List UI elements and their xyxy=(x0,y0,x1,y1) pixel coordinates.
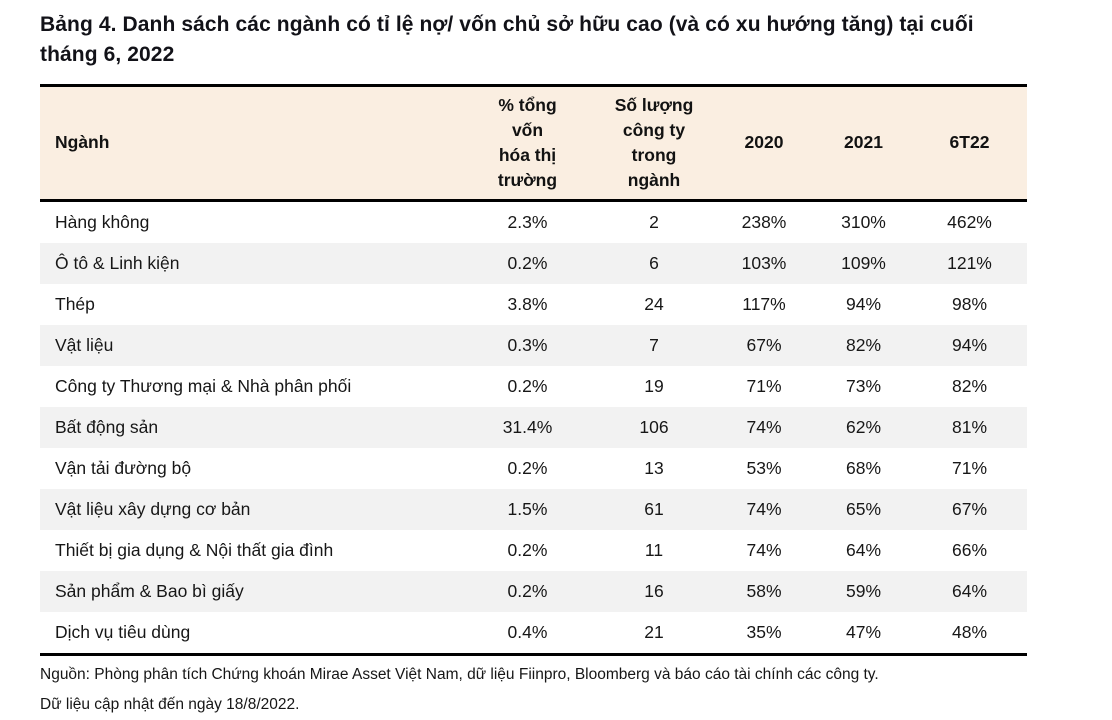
value-cell: 310% xyxy=(841,211,886,232)
value-cell: 66% xyxy=(951,539,988,560)
value-cell: 11 xyxy=(644,539,664,560)
value-cell: 16 xyxy=(644,580,664,601)
industry-name-cell: Vật liệu xyxy=(55,334,114,355)
debt-equity-table: Ngành % tổng vốn hóa thị trường Số lượng… xyxy=(40,83,1027,656)
table-row: Công ty Thương mại & Nhà phân phối 0.2% 19… xyxy=(40,366,1027,407)
value-cell: 71% xyxy=(951,457,988,478)
value-cell: 82% xyxy=(845,334,882,355)
value-cell: 59% xyxy=(845,580,882,601)
table-row: Hàng không 2.3% 2 238% 310% 462% xyxy=(40,200,1027,243)
value-cell: 0.2% xyxy=(507,252,548,273)
value-cell: 61 xyxy=(644,498,664,519)
source-note: Nguồn: Phòng phân tích Chứng khoán Mirae… xyxy=(40,665,879,683)
industry-name-cell: Bất động sản xyxy=(55,416,159,437)
table-row: Vật liệu 0.3% 7 67% 82% 94% xyxy=(40,324,1027,366)
value-cell: 53% xyxy=(746,457,782,478)
value-cell: 62% xyxy=(845,416,882,437)
table-row: Bất động sản 31.4% 106 74% 62% 81% xyxy=(40,406,1027,448)
industry-name-cell: Ô tô & Linh kiện xyxy=(55,252,180,273)
value-cell: 7 xyxy=(649,334,659,355)
value-cell: 64% xyxy=(951,580,988,601)
value-cell: 3.8% xyxy=(507,293,548,314)
table-row: Thiết bị gia dụng & Nội thất gia đình 0.2… xyxy=(40,530,1027,571)
value-cell: 74% xyxy=(746,416,782,437)
col-header-industry: Ngành xyxy=(40,85,460,202)
value-cell: 117% xyxy=(742,293,786,314)
value-cell: 65% xyxy=(845,498,882,519)
value-cell: 82% xyxy=(951,375,988,396)
table-row: Ô tô & Linh kiện 0.2% 6 103% 109% 121% xyxy=(40,242,1027,284)
industry-name-cell: Sản phẩm & Bao bì giấy xyxy=(55,580,244,601)
value-cell: 2.3% xyxy=(507,211,548,232)
value-cell: 67% xyxy=(951,498,988,519)
value-cell: 13 xyxy=(644,457,664,478)
value-cell: 67% xyxy=(746,334,782,355)
value-cell: 0.3% xyxy=(507,334,548,355)
value-cell: 94% xyxy=(845,293,882,314)
value-cell: 19 xyxy=(644,375,664,396)
table-header: Ngành % tổng vốn hóa thị trường Số lượng… xyxy=(40,85,1027,202)
value-cell: 94% xyxy=(951,334,988,355)
value-cell: 74% xyxy=(746,498,782,519)
value-cell: 103% xyxy=(741,252,787,273)
value-cell: 35% xyxy=(746,621,782,642)
col-header-2020: 2020 xyxy=(713,85,815,202)
table-row: Dịch vụ tiêu dùng 0.4% 21 35% 47% 48% xyxy=(40,612,1027,655)
value-cell: 21 xyxy=(644,621,664,642)
value-cell: 48% xyxy=(951,621,988,642)
value-cell: 2 xyxy=(649,211,659,232)
value-cell: 0.2% xyxy=(507,539,548,560)
value-cell: 81% xyxy=(951,416,988,437)
value-cell: 64% xyxy=(845,539,882,560)
figure-title: Bảng 4. Danh sách các ngành có tỉ lệ nợ/… xyxy=(40,13,974,67)
value-cell: 238% xyxy=(741,211,787,232)
industry-name-cell: Công ty Thương mại & Nhà phân phối xyxy=(55,375,352,396)
value-cell: 1.5% xyxy=(507,498,548,519)
value-cell: 58% xyxy=(746,580,782,601)
col-header-company-count: Số lượng công ty trong ngành xyxy=(595,85,713,202)
value-cell: 106 xyxy=(639,416,669,437)
table-row: Vận tải đường bộ 0.2% 13 53% 68% 71% xyxy=(40,448,1027,489)
value-cell: 31.4% xyxy=(502,416,553,437)
value-cell: 6 xyxy=(649,252,659,273)
value-cell: 47% xyxy=(845,621,882,642)
industry-name-cell: Hàng không xyxy=(55,211,150,232)
industry-name-cell: Thiết bị gia dụng & Nội thất gia đình xyxy=(55,539,334,560)
value-cell: 109% xyxy=(841,252,886,273)
table-row: Sản phẩm & Bao bì giấy 0.2% 16 58% 59% 64% xyxy=(40,570,1027,612)
col-header-market-cap-pct: % tổng vốn hóa thị trường xyxy=(460,85,595,202)
value-cell: 74% xyxy=(746,539,782,560)
industry-name-cell: Vận tải đường bộ xyxy=(55,457,192,478)
value-cell: 121% xyxy=(947,252,992,273)
value-cell: 0.2% xyxy=(507,580,548,601)
value-cell: 98% xyxy=(951,293,988,314)
value-cell: 0.2% xyxy=(507,375,548,396)
table-row: Vật liệu xây dựng cơ bản 1.5% 61 74% 65% 67% xyxy=(40,488,1027,530)
industry-name-cell: Thép xyxy=(55,293,95,314)
table-row: Thép 3.8% 24 117% 94% 98% xyxy=(40,284,1027,325)
value-cell: 462% xyxy=(947,211,992,232)
col-header-6t22: 6T22 xyxy=(912,85,1027,202)
value-cell: 0.2% xyxy=(507,457,548,478)
value-cell: 0.4% xyxy=(507,621,548,642)
value-cell: 71% xyxy=(746,375,782,396)
industry-name-cell: Dịch vụ tiêu dùng xyxy=(55,621,191,642)
value-cell: 24 xyxy=(644,293,664,314)
table-header-row: Ngành % tổng vốn hóa thị trường Số lượng… xyxy=(40,85,1027,202)
value-cell: 73% xyxy=(845,375,882,396)
value-cell: 68% xyxy=(845,457,882,478)
update-note: Dữ liệu cập nhật đến ngày 18/8/2022. xyxy=(40,695,300,713)
col-header-2021: 2021 xyxy=(815,85,912,202)
table-body: Hàng không 2.3% 2 238% 310% 462% Ô tô & Linh k… xyxy=(40,200,1027,654)
industry-name-cell: Vật liệu xây dựng cơ bản xyxy=(55,498,251,519)
